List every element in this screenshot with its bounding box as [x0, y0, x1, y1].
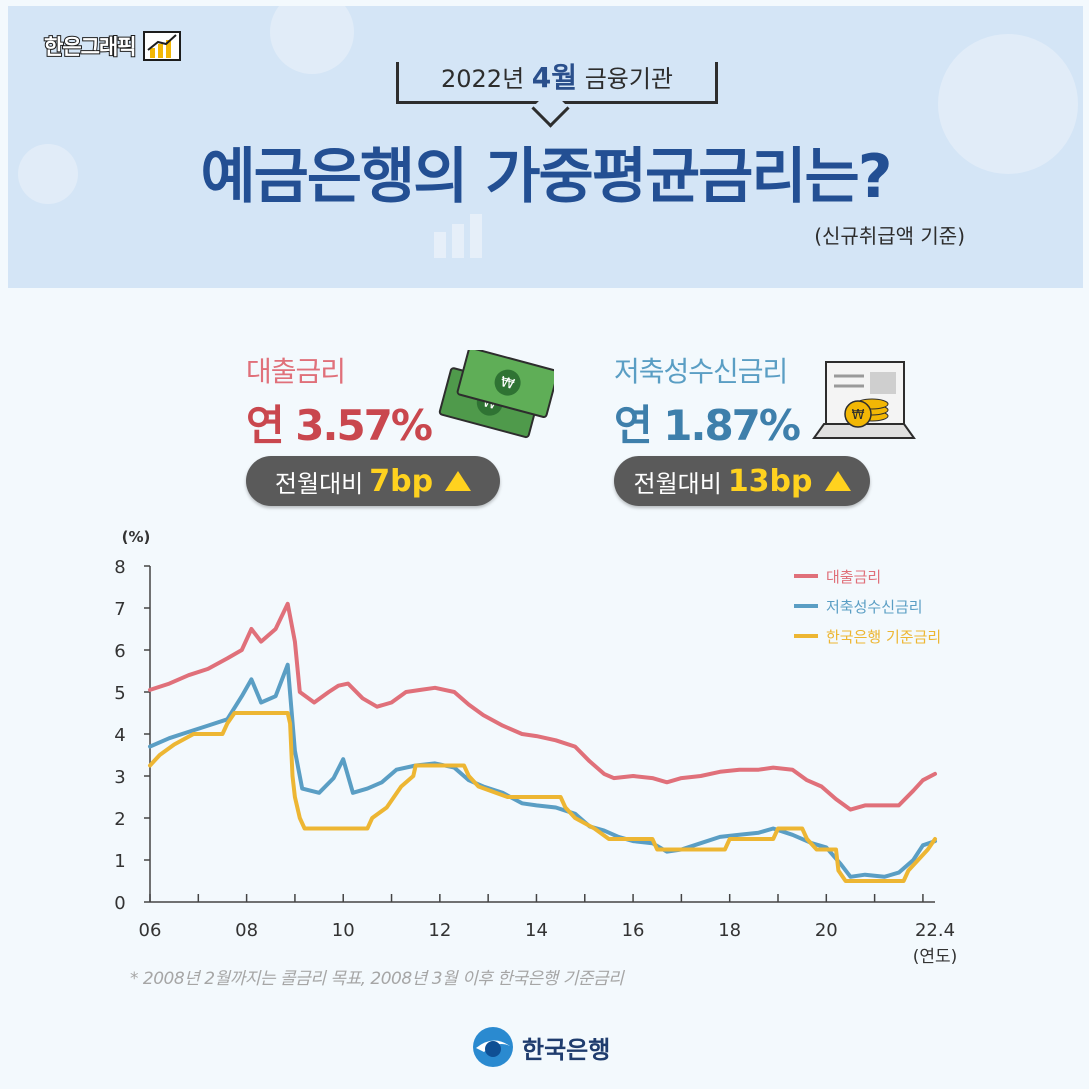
y-tick-label: 3: [114, 767, 125, 788]
series-line-3: [148, 711, 937, 883]
source-bank-of-korea: 한국은행: [472, 1026, 610, 1068]
loan-rate-stat: 대출금리 연 3.57%: [246, 350, 433, 453]
header-banner: 한은그래픽 2022년 4월 금융기관 예금은행의 가중평균금리는? (신규취급…: [8, 6, 1083, 288]
x-tick-label: 18: [718, 920, 741, 941]
y-tick-label: 8: [114, 557, 125, 578]
deposit-rate-label: 저축성수신금리: [614, 355, 788, 388]
decor-pie-icon: [938, 34, 1078, 174]
legend-label-2: 저축성수신금리: [826, 598, 923, 616]
y-tick-label: 0: [114, 893, 125, 914]
subtitle-year: 2022년: [440, 65, 525, 93]
series-line-1: [148, 601, 937, 812]
money-icon: ₩ ₩: [438, 350, 554, 439]
x-axis-label: (연도): [913, 947, 958, 967]
deposit-change-value: 13bp: [727, 463, 813, 499]
decor-coin-icon: [18, 144, 78, 204]
brand-name: 한은그래픽: [43, 34, 138, 60]
loan-rate-value: 연 3.57%: [246, 401, 433, 450]
chart-footnote: * 2008년 2월까지는 콜금리 목표, 2008년 3월 이후 한국은행 기…: [130, 969, 624, 989]
x-tick-label: 12: [428, 920, 451, 941]
y-tick-label: 4: [114, 725, 125, 746]
x-tick-label: 14: [525, 920, 548, 941]
x-tick-label: 20: [815, 920, 838, 941]
decor-bar-chart-icon: [434, 214, 482, 258]
subtitle: 2022년 4월 금융기관: [399, 56, 715, 96]
y-tick-label: 6: [114, 641, 125, 662]
loan-rate-label: 대출금리: [246, 355, 346, 388]
subtitle-month: 4월: [531, 61, 578, 94]
svg-text:₩: ₩: [499, 374, 517, 393]
x-tick-label: 16: [622, 920, 645, 941]
bank-logo-icon: [473, 1027, 513, 1067]
decor-magnifier-icon: [270, 6, 354, 74]
loan-change-pill: 전월대비 7bp: [246, 456, 500, 506]
y-tick-label: 2: [114, 809, 125, 830]
series-line-2: [148, 662, 937, 879]
y-axis-label: (%): [122, 528, 151, 546]
deposit-rate-value: 연 1.87%: [614, 401, 801, 450]
subtitle-rest: 금융기관: [584, 65, 674, 93]
deposit-rate-stat: 저축성수신금리 연 1.87%: [614, 350, 801, 453]
x-tick-label: 22.4: [915, 920, 955, 941]
y-tick-label: 5: [114, 683, 125, 704]
up-triangle-icon: [824, 471, 851, 491]
title-basis-note: (신규취급액 기준): [814, 224, 965, 248]
document-coin-icon: ₩: [812, 361, 916, 439]
source-name: 한국은행: [522, 1035, 611, 1064]
bar-chart-icon: [142, 31, 181, 61]
deposit-change-pill: 전월대비 13bp: [614, 456, 870, 506]
x-tick-label: 10: [332, 920, 355, 941]
page-title: 예금은행의 가중평균금리는?: [200, 142, 892, 212]
deposit-change-prefix: 전월대비: [633, 469, 722, 498]
y-tick-label: 7: [114, 599, 125, 620]
brand-logo: 한은그래픽: [43, 30, 182, 62]
up-triangle-icon: [445, 471, 472, 491]
loan-change-prefix: 전월대비: [274, 469, 364, 498]
svg-text:₩: ₩: [852, 408, 865, 423]
x-tick-label: 06: [139, 920, 162, 941]
legend-label-3: 한국은행 기준금리: [826, 628, 941, 646]
loan-change-value: 7bp: [369, 463, 434, 499]
legend-label-1: 대출금리: [826, 568, 881, 586]
subtitle-frame: 2022년 4월 금융기관: [396, 61, 718, 128]
y-tick-label: 1: [114, 851, 125, 872]
x-tick-label: 08: [235, 920, 258, 941]
